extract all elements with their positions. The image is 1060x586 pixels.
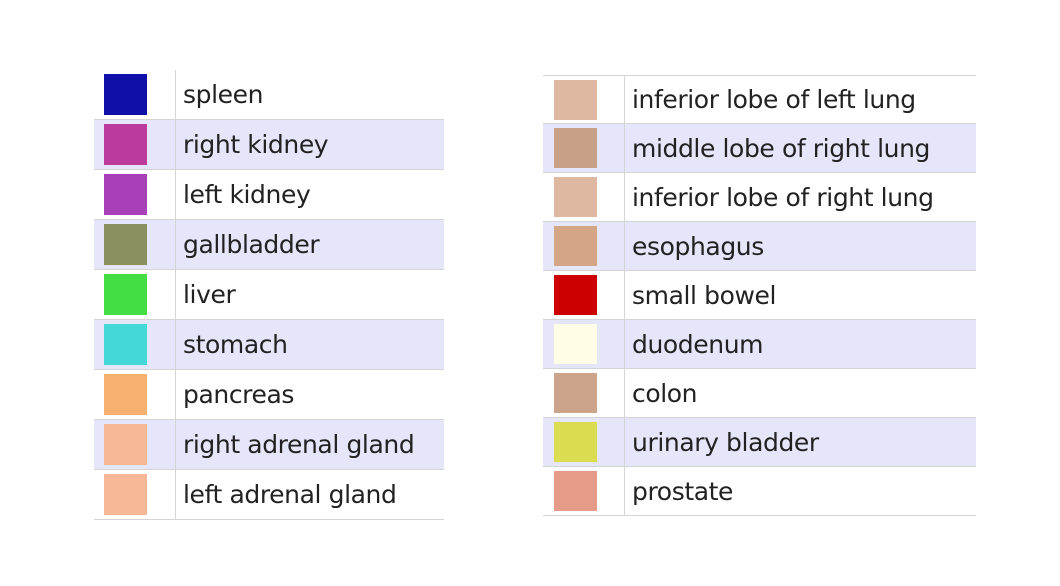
organ-label: stomach [183, 330, 288, 359]
color-cell [543, 418, 625, 466]
color-cell [543, 320, 625, 368]
color-swatch[interactable] [104, 424, 147, 465]
legend-row[interactable]: duodenum [543, 320, 976, 369]
legend-row[interactable]: pancreas [94, 370, 444, 420]
legend-row[interactable]: prostate [543, 467, 976, 516]
organ-label: small bowel [632, 280, 777, 310]
color-cell [94, 470, 176, 519]
organ-label: esophagus [632, 231, 764, 261]
color-cell [543, 124, 625, 172]
organ-color-legend-left: spleen right kidney left kidney gallbladder… [94, 70, 444, 520]
color-cell [543, 76, 625, 123]
legend-row[interactable]: inferior lobe of left lung [543, 75, 976, 124]
legend-row[interactable]: left kidney [94, 170, 444, 220]
organ-label: spleen [183, 80, 264, 109]
color-cell [94, 70, 176, 119]
organ-label: urinary bladder [632, 427, 819, 457]
color-swatch[interactable] [104, 274, 147, 315]
color-cell [94, 320, 176, 369]
color-cell [94, 370, 176, 419]
color-cell [94, 120, 176, 169]
organ-label: right adrenal gland [183, 430, 415, 459]
legend-row[interactable]: right kidney [94, 120, 444, 170]
color-cell [94, 420, 176, 469]
organ-label: left adrenal gland [183, 480, 397, 509]
color-cell [543, 271, 625, 319]
color-swatch[interactable] [554, 177, 597, 217]
color-swatch[interactable] [554, 275, 597, 315]
organ-label: prostate [632, 476, 734, 506]
legend-row[interactable]: gallbladder [94, 220, 444, 270]
color-cell [543, 173, 625, 221]
legend-row[interactable]: right adrenal gland [94, 420, 444, 470]
color-cell [94, 270, 176, 319]
organ-label: colon [632, 378, 698, 408]
organ-color-legend-right: inferior lobe of left lung middle lobe of… [543, 75, 976, 516]
legend-row[interactable]: small bowel [543, 271, 976, 320]
organ-label: liver [183, 280, 236, 309]
color-swatch[interactable] [554, 471, 597, 511]
legend-row[interactable]: stomach [94, 320, 444, 370]
organ-label: left kidney [183, 180, 311, 209]
color-swatch[interactable] [104, 174, 147, 215]
color-swatch[interactable] [104, 124, 147, 165]
legend-row[interactable]: spleen [94, 70, 444, 120]
color-swatch[interactable] [104, 224, 147, 265]
organ-label: inferior lobe of right lung [632, 182, 934, 212]
legend-row[interactable]: urinary bladder [543, 418, 976, 467]
organ-label: inferior lobe of left lung [632, 85, 916, 114]
color-swatch[interactable] [104, 324, 147, 365]
color-swatch[interactable] [104, 74, 147, 115]
color-swatch[interactable] [554, 373, 597, 413]
legend-row[interactable]: left adrenal gland [94, 470, 444, 520]
organ-label: right kidney [183, 130, 329, 159]
organ-label: middle lobe of right lung [632, 133, 930, 163]
color-cell [94, 170, 176, 219]
legend-row[interactable]: liver [94, 270, 444, 320]
organ-label: pancreas [183, 380, 295, 409]
color-cell [543, 369, 625, 417]
organ-label: gallbladder [183, 230, 320, 259]
color-cell [543, 467, 625, 515]
color-swatch[interactable] [554, 226, 597, 266]
color-cell [543, 222, 625, 270]
color-swatch[interactable] [104, 374, 147, 415]
organ-label: duodenum [632, 329, 764, 359]
legend-row[interactable]: esophagus [543, 222, 976, 271]
color-swatch[interactable] [554, 128, 597, 168]
color-swatch[interactable] [104, 474, 147, 515]
legend-row[interactable]: middle lobe of right lung [543, 124, 976, 173]
color-swatch[interactable] [554, 324, 597, 364]
color-swatch[interactable] [554, 80, 597, 120]
color-cell [94, 220, 176, 269]
color-swatch[interactable] [554, 422, 597, 462]
legend-row[interactable]: inferior lobe of right lung [543, 173, 976, 222]
legend-row[interactable]: colon [543, 369, 976, 418]
